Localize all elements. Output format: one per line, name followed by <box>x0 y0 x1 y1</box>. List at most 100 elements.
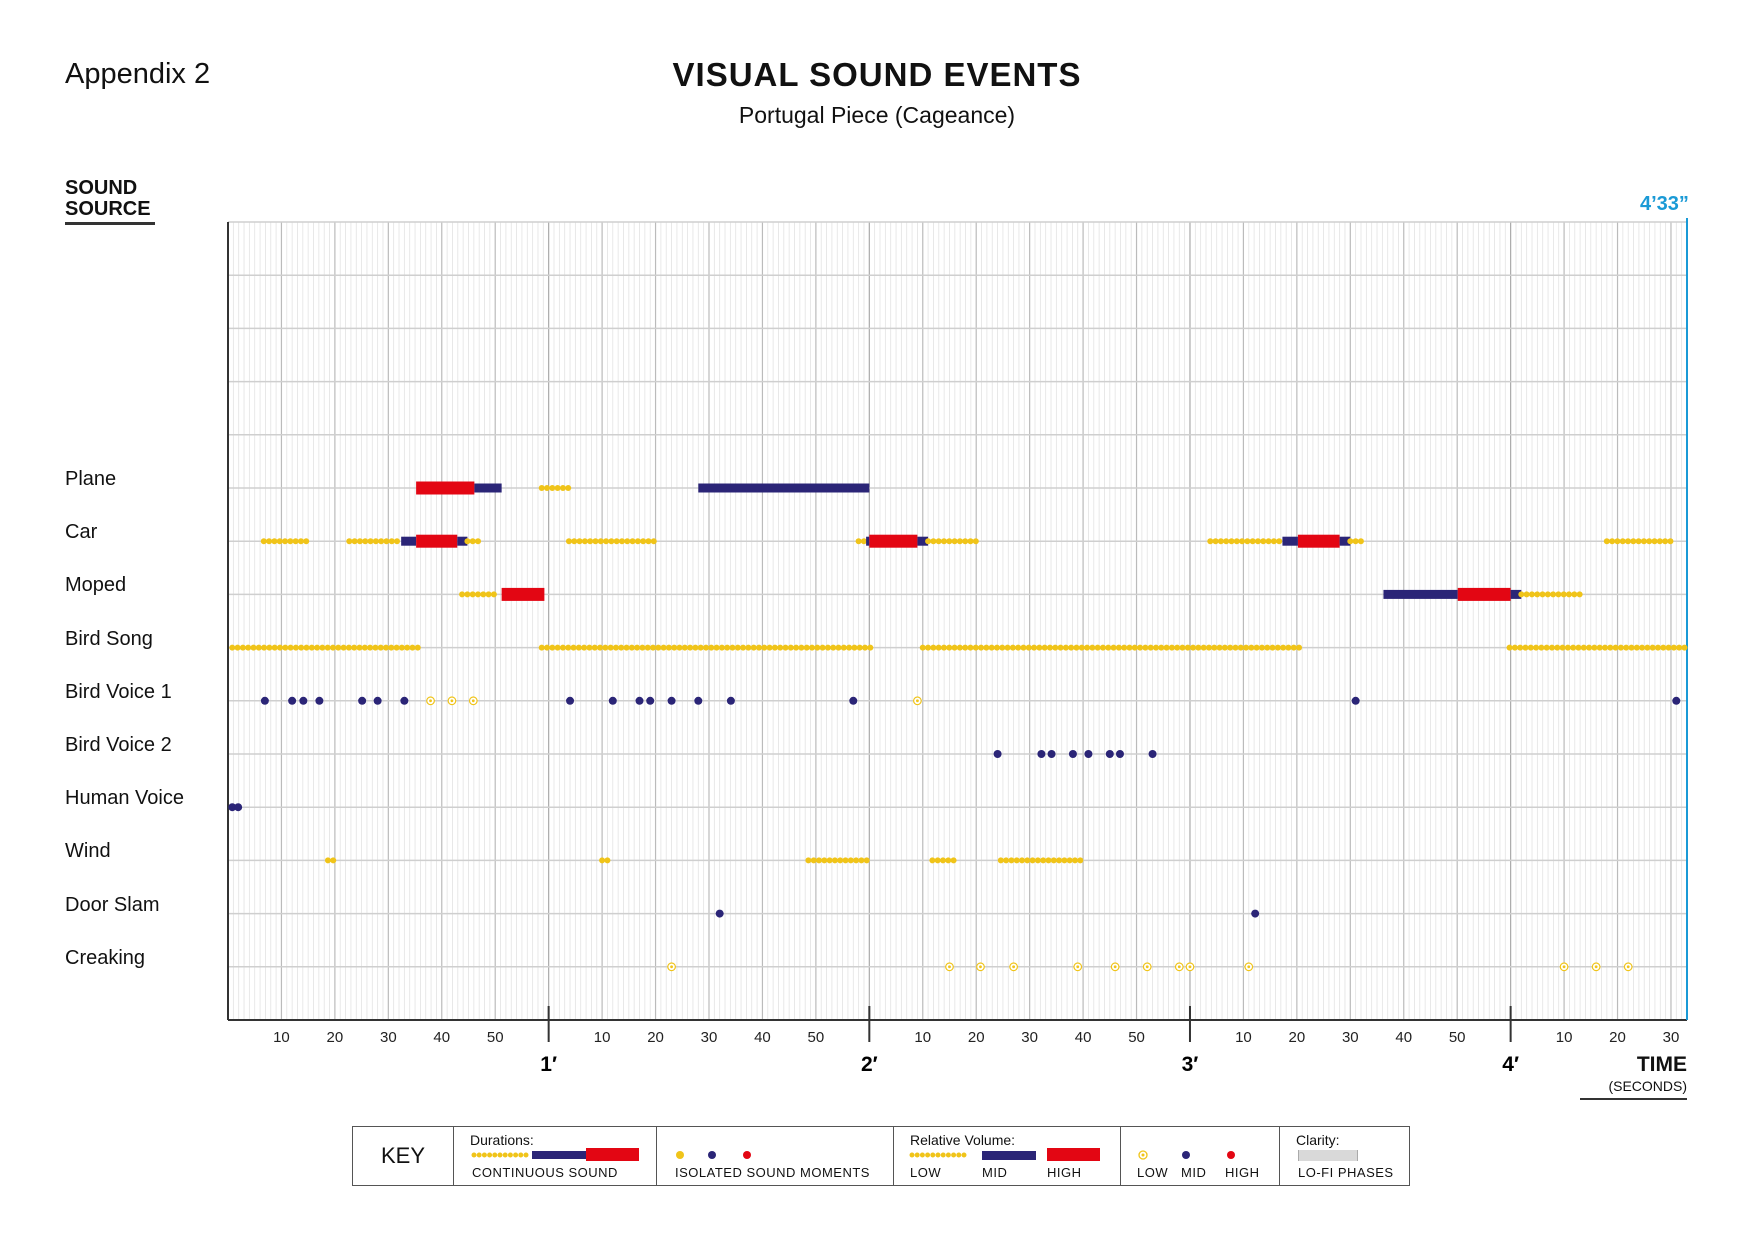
continuous-low-dot <box>639 644 646 651</box>
continuous-low-dot <box>856 644 863 651</box>
continuous-mid-bar <box>917 536 929 546</box>
continuous-low-dot <box>1024 857 1031 864</box>
continuous-low-dot <box>1029 857 1036 864</box>
continuous-low-dot <box>999 644 1006 651</box>
continuous-low-dot <box>613 538 620 545</box>
continuous-low-dot <box>1036 644 1043 651</box>
key-low-dot <box>513 1152 519 1158</box>
continuous-low-dot <box>671 644 678 651</box>
continuous-low-dot <box>388 644 395 651</box>
key-low-dot <box>951 1152 957 1158</box>
continuous-low-dot <box>367 538 374 545</box>
continuous-low-dot <box>282 538 289 545</box>
continuous-low-dot <box>623 644 630 651</box>
continuous-low-dot <box>1603 538 1610 545</box>
continuous-low-dot <box>330 857 337 864</box>
continuous-low-dot <box>1237 644 1244 651</box>
continuous-low-dot <box>644 644 651 651</box>
continuous-low-dot <box>388 538 395 545</box>
continuous-low-dot <box>586 644 593 651</box>
isolated-mid-point <box>1037 750 1046 758</box>
continuous-low-dot <box>565 538 572 545</box>
continuous-low-dot <box>1285 644 1292 651</box>
continuous-low-dot <box>1190 644 1197 651</box>
row-human-voice <box>228 803 243 812</box>
key-iso-high: HIGH <box>1225 1165 1260 1180</box>
continuous-low-dot <box>292 538 299 545</box>
continuous-low-dot <box>1555 591 1562 598</box>
continuous-low-dot <box>1034 857 1041 864</box>
continuous-low-dot <box>740 644 747 651</box>
isolated-low-point-center <box>1177 965 1181 969</box>
key-low-dot <box>956 1152 962 1158</box>
continuous-low-dot <box>1121 644 1128 651</box>
isolated-mid-point <box>373 696 382 705</box>
key-iso-low: LOW <box>1137 1165 1169 1180</box>
continuous-low-dot <box>356 538 363 545</box>
continuous-low-dot <box>1660 644 1667 651</box>
continuous-low-dot <box>1656 538 1663 545</box>
row-label: Moped <box>65 574 127 597</box>
continuous-low-dot <box>469 591 476 598</box>
isolated-mid-point <box>1105 750 1114 758</box>
second-tick-label: 40 <box>1395 1029 1412 1046</box>
continuous-low-dot <box>1020 644 1027 651</box>
key-low-dot <box>476 1152 482 1158</box>
continuous-low-dot <box>1056 857 1063 864</box>
continuous-low-dot <box>803 644 810 651</box>
continuous-mid-bar <box>401 536 417 546</box>
isolated-low-point-center <box>1247 965 1251 969</box>
continuous-low-dot <box>1612 644 1619 651</box>
continuous-low-dot <box>1228 538 1235 545</box>
continuous-low-dot <box>1050 857 1057 864</box>
isolated-low-point-center <box>1188 965 1192 969</box>
isolated-low-point-center <box>1562 965 1566 969</box>
continuous-low-dot <box>1571 591 1578 598</box>
second-tick-label: 20 <box>1609 1029 1626 1046</box>
continuous-low-dot <box>798 644 805 651</box>
isolated-mid-point <box>849 696 858 705</box>
chart-title: VISUAL SOUND EVENTS <box>672 56 1082 93</box>
continuous-low-dot <box>1041 644 1048 651</box>
key-low-dot <box>497 1152 503 1158</box>
continuous-low-dot <box>1009 644 1016 651</box>
x-axis-label: TIME <box>1636 1053 1687 1076</box>
continuous-low-dot <box>1560 591 1567 598</box>
continuous-low-dot <box>404 644 411 651</box>
continuous-low-dot <box>255 644 262 651</box>
continuous-low-dot <box>377 644 384 651</box>
continuous-mid-bar <box>474 483 502 493</box>
continuous-low-dot <box>650 538 657 545</box>
y-axis-label-text: SOUND SOURCE <box>65 177 151 220</box>
continuous-low-dot <box>1527 644 1534 651</box>
continuous-low-dot <box>1110 644 1117 651</box>
continuous-low-dot <box>1243 644 1250 651</box>
continuous-low-dot <box>634 538 641 545</box>
continuous-low-dot <box>1152 644 1159 651</box>
continuous-low-dot <box>581 644 588 651</box>
second-tick-label: 10 <box>273 1029 290 1046</box>
continuous-low-dot <box>1651 538 1658 545</box>
continuous-low-dot <box>956 538 963 545</box>
continuous-low-dot <box>925 644 932 651</box>
continuous-low-dot <box>851 644 858 651</box>
continuous-low-dot <box>1517 644 1524 651</box>
second-tick-label: 40 <box>754 1029 771 1046</box>
key-low: LOW <box>910 1165 942 1180</box>
continuous-low-dot <box>1559 644 1566 651</box>
continuous-low-dot <box>1068 644 1075 651</box>
row-plane <box>416 481 870 495</box>
key-isolated-volume: LOW MID HIGH <box>1120 1127 1279 1185</box>
continuous-low-dot <box>821 857 828 864</box>
isolated-mid-point <box>715 909 724 918</box>
continuous-low-dot <box>1205 644 1212 651</box>
continuous-low-dot <box>1227 644 1234 651</box>
continuous-low-dot <box>939 857 946 864</box>
continuous-low-dot <box>1264 644 1271 651</box>
second-tick-label: 50 <box>808 1029 825 1046</box>
continuous-low-dot <box>1221 644 1228 651</box>
continuous-low-dot <box>565 644 572 651</box>
continuous-low-dot <box>1586 644 1593 651</box>
continuous-low-dot <box>372 644 379 651</box>
row-label: Human Voice <box>65 787 184 810</box>
